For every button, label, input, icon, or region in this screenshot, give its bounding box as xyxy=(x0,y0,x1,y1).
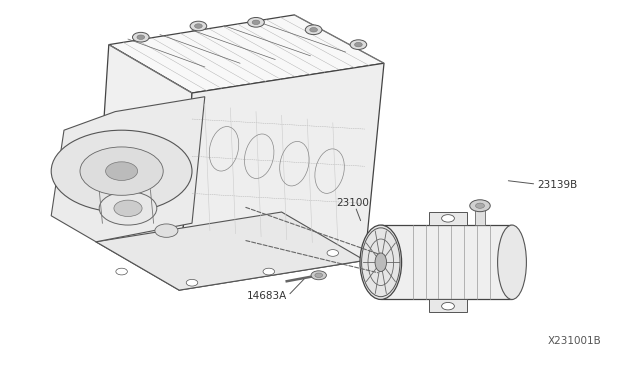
Circle shape xyxy=(350,40,367,49)
Circle shape xyxy=(248,17,264,27)
Ellipse shape xyxy=(360,225,402,299)
Circle shape xyxy=(305,25,322,35)
Circle shape xyxy=(470,200,490,212)
Polygon shape xyxy=(109,15,384,93)
Text: 14683A: 14683A xyxy=(246,291,287,301)
Circle shape xyxy=(106,162,138,180)
Polygon shape xyxy=(429,299,467,312)
Circle shape xyxy=(263,268,275,275)
Text: X231001B: X231001B xyxy=(547,336,601,346)
Polygon shape xyxy=(381,225,512,299)
Polygon shape xyxy=(475,208,485,225)
Ellipse shape xyxy=(375,253,387,272)
Polygon shape xyxy=(179,63,384,290)
Circle shape xyxy=(116,268,127,275)
Circle shape xyxy=(355,42,362,47)
Circle shape xyxy=(186,279,198,286)
Circle shape xyxy=(132,32,149,42)
Circle shape xyxy=(80,147,163,195)
Circle shape xyxy=(137,35,145,39)
Ellipse shape xyxy=(498,225,526,299)
Polygon shape xyxy=(96,212,365,290)
Text: 23100: 23100 xyxy=(336,198,369,208)
Circle shape xyxy=(315,273,323,278)
Circle shape xyxy=(252,20,260,25)
Circle shape xyxy=(327,250,339,256)
Circle shape xyxy=(195,24,202,28)
Polygon shape xyxy=(51,97,205,242)
Circle shape xyxy=(311,271,326,280)
Circle shape xyxy=(442,215,454,222)
Polygon shape xyxy=(96,45,192,290)
Polygon shape xyxy=(429,212,467,225)
Circle shape xyxy=(476,203,484,208)
Circle shape xyxy=(190,21,207,31)
Circle shape xyxy=(99,192,157,225)
Circle shape xyxy=(155,224,178,237)
Circle shape xyxy=(442,302,454,310)
Circle shape xyxy=(114,200,142,217)
Text: 23139B: 23139B xyxy=(538,180,578,190)
Circle shape xyxy=(310,28,317,32)
Circle shape xyxy=(51,130,192,212)
